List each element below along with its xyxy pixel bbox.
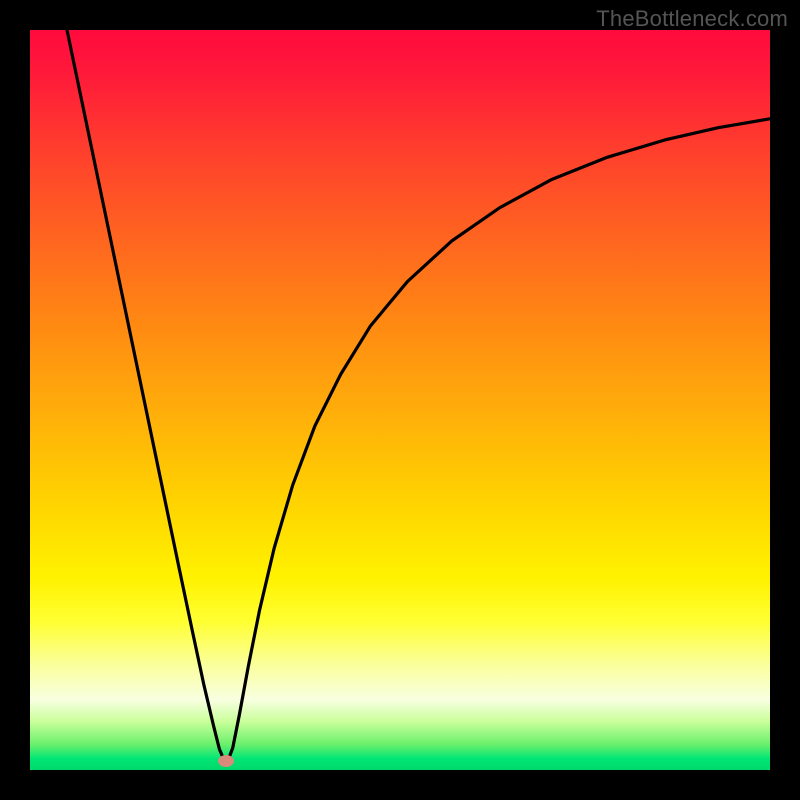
plot-area: [30, 30, 770, 770]
trough-marker: [218, 755, 234, 767]
chart-container: TheBottleneck.com: [0, 0, 800, 800]
watermark-text: TheBottleneck.com: [596, 6, 788, 32]
gradient-background: [30, 30, 770, 770]
